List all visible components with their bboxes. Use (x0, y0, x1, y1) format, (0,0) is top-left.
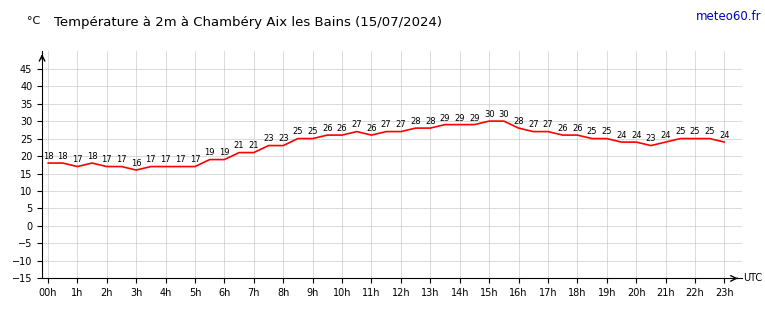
Text: 21: 21 (234, 141, 244, 150)
Text: 18: 18 (43, 152, 54, 161)
Text: 27: 27 (381, 121, 392, 130)
Text: Température à 2m à Chambéry Aix les Bains (15/07/2024): Température à 2m à Chambéry Aix les Bain… (54, 16, 441, 29)
Text: 19: 19 (204, 148, 215, 157)
Text: 17: 17 (145, 156, 156, 164)
Text: 16: 16 (131, 159, 142, 168)
Text: 23: 23 (646, 134, 656, 143)
Text: 29: 29 (469, 114, 480, 123)
Text: 26: 26 (572, 124, 583, 133)
Text: 17: 17 (102, 156, 112, 164)
Text: 27: 27 (528, 121, 539, 130)
Text: 30: 30 (483, 110, 494, 119)
Text: 25: 25 (690, 127, 700, 137)
Text: 17: 17 (190, 156, 200, 164)
Text: 24: 24 (631, 131, 641, 140)
Text: 18: 18 (57, 152, 68, 161)
Text: 27: 27 (396, 121, 406, 130)
Text: 17: 17 (72, 156, 83, 164)
Text: 25: 25 (293, 127, 303, 137)
Text: 23: 23 (278, 134, 288, 143)
Text: 25: 25 (308, 127, 318, 137)
Text: 29: 29 (440, 114, 451, 123)
Text: 26: 26 (337, 124, 347, 133)
Text: 26: 26 (366, 124, 377, 133)
Text: 25: 25 (587, 127, 597, 137)
Text: 19: 19 (219, 148, 230, 157)
Text: 27: 27 (542, 121, 553, 130)
Text: 26: 26 (322, 124, 333, 133)
Text: 17: 17 (175, 156, 186, 164)
Text: 29: 29 (454, 114, 465, 123)
Text: 28: 28 (513, 117, 524, 126)
Text: 24: 24 (660, 131, 671, 140)
Text: 30: 30 (499, 110, 509, 119)
Text: 27: 27 (351, 121, 362, 130)
Text: 17: 17 (161, 156, 171, 164)
Text: 24: 24 (617, 131, 627, 140)
Text: 23: 23 (263, 134, 274, 143)
Text: 25: 25 (705, 127, 715, 137)
Text: UTC: UTC (744, 273, 763, 284)
Text: 25: 25 (601, 127, 612, 137)
Text: °C: °C (27, 16, 40, 26)
Text: 28: 28 (410, 117, 421, 126)
Text: meteo60.fr: meteo60.fr (695, 10, 761, 23)
Text: 26: 26 (558, 124, 568, 133)
Text: 17: 17 (116, 156, 127, 164)
Text: 28: 28 (425, 117, 435, 126)
Text: 24: 24 (719, 131, 730, 140)
Text: 25: 25 (675, 127, 685, 137)
Text: 21: 21 (249, 141, 259, 150)
Text: 18: 18 (86, 152, 97, 161)
